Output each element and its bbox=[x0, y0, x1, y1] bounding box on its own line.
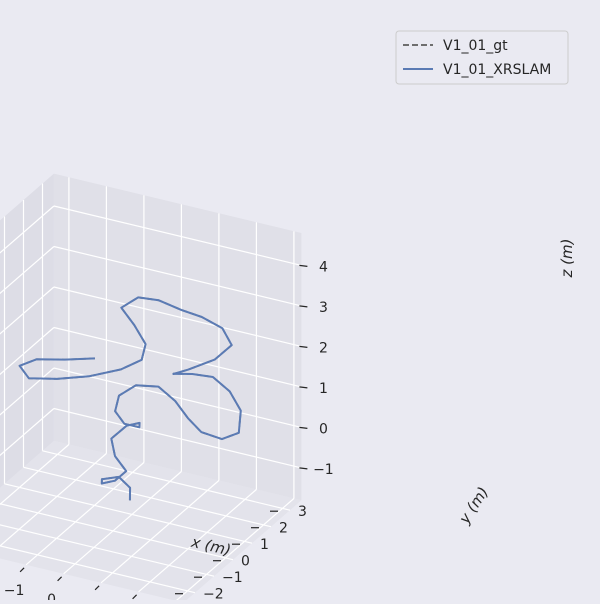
left-pane bbox=[0, 173, 54, 488]
x-grid-floor bbox=[0, 453, 107, 547]
x-grid-floor bbox=[63, 471, 182, 575]
z-tick bbox=[299, 305, 308, 308]
x-tick bbox=[132, 594, 138, 600]
legend-label-gt: V1_01_gt bbox=[443, 38, 508, 54]
x-tick bbox=[19, 567, 25, 573]
y-tick-label: 0 bbox=[241, 554, 250, 570]
y-tick-label: 2 bbox=[279, 521, 288, 537]
x-grid-floor bbox=[138, 489, 257, 593]
z-tick bbox=[299, 426, 308, 429]
x-tick bbox=[57, 576, 63, 582]
y-tick-label: −2 bbox=[203, 587, 224, 600]
z-grid-left bbox=[0, 408, 55, 457]
y-tick-label: 1 bbox=[260, 537, 269, 553]
y-grid-floor bbox=[4, 483, 253, 544]
x-grid-floor bbox=[175, 498, 295, 602]
y-tick-label: −1 bbox=[222, 570, 243, 586]
z-grid-left bbox=[0, 286, 55, 335]
legend: V1_01_gt V1_01_XRSLAM bbox=[395, 30, 569, 85]
z-grid-back bbox=[53, 245, 302, 307]
z-tick-label: 0 bbox=[319, 421, 328, 437]
legend-label-xrslam: V1_01_XRSLAM bbox=[443, 62, 551, 78]
x-grid-floor bbox=[100, 480, 220, 584]
y-tick-label: 3 bbox=[298, 504, 307, 520]
z-tick-label: 2 bbox=[319, 340, 328, 356]
floor-pane bbox=[0, 440, 302, 603]
z-tick-label: 4 bbox=[319, 259, 328, 275]
legend-box bbox=[395, 30, 569, 85]
z-tick-label: −1 bbox=[313, 462, 334, 478]
series-line-xrslam bbox=[18, 296, 242, 501]
y-grid-floor bbox=[0, 503, 234, 561]
z-grid-left bbox=[0, 367, 55, 416]
x-grid-floor bbox=[0, 444, 70, 506]
z-grid-left bbox=[0, 246, 55, 295]
z-grid-back bbox=[53, 326, 302, 388]
grid-lines bbox=[0, 177, 302, 602]
axis-panes bbox=[0, 173, 302, 603]
z-tick bbox=[299, 264, 308, 267]
z-grid-left bbox=[0, 327, 55, 376]
y-grid-floor bbox=[0, 545, 196, 594]
z-tick bbox=[299, 467, 308, 470]
y-grid-floor bbox=[42, 450, 291, 511]
y-grid-floor bbox=[0, 524, 215, 577]
z-tick bbox=[299, 386, 308, 389]
series-group bbox=[18, 296, 242, 501]
z-grid-back bbox=[53, 286, 302, 347]
z-grid-left bbox=[0, 205, 55, 254]
z-tick-label: 1 bbox=[319, 381, 328, 397]
z-tick bbox=[299, 345, 308, 348]
x-tick-label: −1 bbox=[4, 583, 25, 599]
x-tick bbox=[94, 585, 100, 591]
z-grid-back bbox=[53, 205, 302, 266]
z-grid-back bbox=[53, 407, 302, 469]
z-grid-back bbox=[53, 367, 302, 428]
z-axis-label: z (m) bbox=[558, 239, 576, 279]
z-tick-label: 3 bbox=[319, 300, 328, 316]
y-grid-floor bbox=[23, 466, 272, 528]
x-tick-label: 0 bbox=[47, 592, 56, 600]
x-grid-floor bbox=[25, 462, 145, 566]
